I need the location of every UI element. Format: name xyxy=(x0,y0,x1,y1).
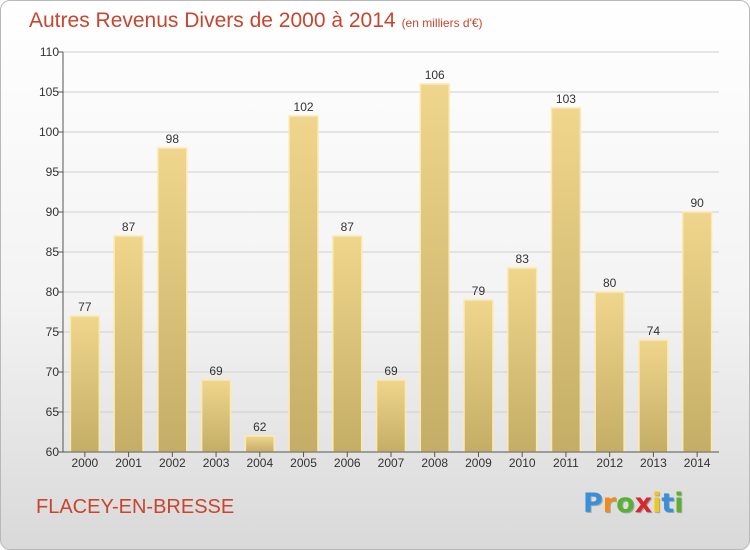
logo-letter: P xyxy=(583,488,603,519)
logo-letter: r xyxy=(602,488,617,519)
bar xyxy=(244,435,275,453)
logo-letter: o xyxy=(616,488,635,519)
data-label: 77 xyxy=(78,300,92,314)
y-tick-label: 90 xyxy=(46,205,60,219)
x-tick-label: 2007 xyxy=(378,456,405,470)
data-label: 79 xyxy=(472,284,486,298)
bar xyxy=(550,107,582,453)
bars: 77 87 98 69 62 102 87 69 106 79 83 103 80 74 90 xyxy=(69,68,713,453)
y-tick-label: 65 xyxy=(46,405,60,419)
bar xyxy=(638,339,669,453)
bar xyxy=(113,235,144,453)
x-tick-label: 2006 xyxy=(334,456,361,470)
y-tick-label: 70 xyxy=(46,365,60,379)
data-label: 98 xyxy=(166,132,180,146)
bar xyxy=(507,267,538,453)
logo-letter: i xyxy=(652,488,662,519)
data-label: 106 xyxy=(425,68,445,82)
data-label: 80 xyxy=(603,276,617,290)
bar xyxy=(288,115,319,453)
x-tick-label: 2001 xyxy=(115,456,142,470)
y-tick-label: 100 xyxy=(39,125,59,139)
x-tick-label: 2013 xyxy=(640,456,667,470)
data-label: 69 xyxy=(384,364,398,378)
x-tick-label: 2011 xyxy=(553,456,579,470)
bar xyxy=(681,211,713,453)
x-tick-label: 2004 xyxy=(246,456,273,470)
logo-letter: i xyxy=(674,488,684,519)
x-tick-label: 2010 xyxy=(509,456,536,470)
y-tick-label: 60 xyxy=(46,445,60,459)
x-tick-label: 2003 xyxy=(203,456,230,470)
y-tick-label: 110 xyxy=(40,45,59,59)
data-label: 83 xyxy=(516,252,530,266)
chart-title: Autres Revenus Divers de 2000 à 2014 (en … xyxy=(29,9,483,33)
y-tick-label: 105 xyxy=(39,85,59,99)
bar xyxy=(419,83,450,453)
data-label: 87 xyxy=(122,220,136,234)
data-label: 62 xyxy=(253,420,267,434)
bar xyxy=(157,147,188,453)
bar xyxy=(200,379,232,453)
y-tick-label: 95 xyxy=(46,165,60,179)
axes: 60 65 70 75 80 85 90 95 100 105 110 2000 2001 2002 200… xyxy=(39,45,719,470)
x-tick-label: 2012 xyxy=(596,456,623,470)
x-tick-label: 2005 xyxy=(290,456,317,470)
commune-name: FLACEY-EN-BRESSE xyxy=(36,496,235,518)
logo-letter: x xyxy=(634,488,653,519)
bar xyxy=(375,379,407,453)
proxiti-logo[interactable]: Proxiti xyxy=(583,488,684,519)
chart-unit-note: (en milliers d'€) xyxy=(401,16,483,30)
y-tick-label: 75 xyxy=(46,325,60,339)
bar xyxy=(332,235,363,453)
bar xyxy=(69,315,101,453)
data-label: 103 xyxy=(556,92,576,106)
x-tick-label: 2000 xyxy=(72,456,99,470)
chart-title-text: Autres Revenus Divers de 2000 à 2014 xyxy=(29,9,396,32)
bar xyxy=(594,291,625,453)
bar xyxy=(463,299,494,453)
x-tick-label: 2014 xyxy=(684,456,711,470)
data-label: 87 xyxy=(341,220,355,234)
data-label: 90 xyxy=(690,196,704,210)
y-tick-label: 85 xyxy=(46,245,60,259)
data-label: 102 xyxy=(294,100,314,114)
y-tick-label: 80 xyxy=(46,285,60,299)
x-tick-label: 2002 xyxy=(159,456,186,470)
data-label: 69 xyxy=(209,364,223,378)
data-label: 74 xyxy=(647,324,661,338)
x-tick-label: 2009 xyxy=(465,456,492,470)
x-tick-label: 2008 xyxy=(421,456,448,470)
logo-letter: t xyxy=(661,488,675,519)
